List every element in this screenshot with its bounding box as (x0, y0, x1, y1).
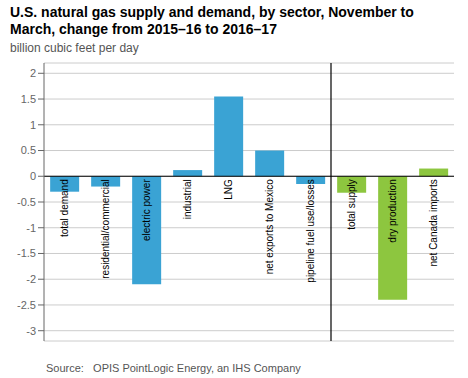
svg-text:-0.5: -0.5 (17, 196, 36, 208)
svg-text:-3: -3 (26, 325, 36, 337)
svg-text:-1.5: -1.5 (17, 247, 36, 259)
svg-text:dry production: dry production (387, 179, 398, 242)
svg-text:total demand: total demand (59, 179, 70, 237)
svg-text:0.5: 0.5 (21, 144, 36, 156)
svg-text:pipeline fuel use/losses: pipeline fuel use/losses (305, 179, 316, 282)
svg-text:electric power: electric power (141, 179, 152, 241)
html-text:billion cubic feet per day: billion cubic feet per day (10, 41, 139, 55)
svg-text:residential/commercial: residential/commercial (100, 179, 111, 278)
svg-text:-2: -2 (26, 273, 36, 285)
svg-text:net exports to Mexico: net exports to Mexico (264, 179, 275, 274)
html-text:U.S. natural gas supply and de: U.S. natural gas supply and demand, by s… (10, 4, 414, 37)
svg-text:2: 2 (30, 67, 36, 79)
html-text:Source: OPIS PointLogic Energy: Source: OPIS PointLogic Energy, an IHS C… (46, 362, 301, 374)
svg-text:1: 1 (30, 119, 36, 131)
svg-text:industrial: industrial (182, 179, 193, 219)
svg-text:total supply: total supply (346, 179, 357, 230)
svg-text:1.5: 1.5 (21, 93, 36, 105)
svg-text:LNG: LNG (223, 179, 234, 200)
svg-text:net Canada imports: net Canada imports (428, 179, 439, 266)
svg-text:0: 0 (30, 170, 36, 182)
svg-text:-1: -1 (26, 222, 36, 234)
svg-text:-2.5: -2.5 (17, 299, 36, 311)
